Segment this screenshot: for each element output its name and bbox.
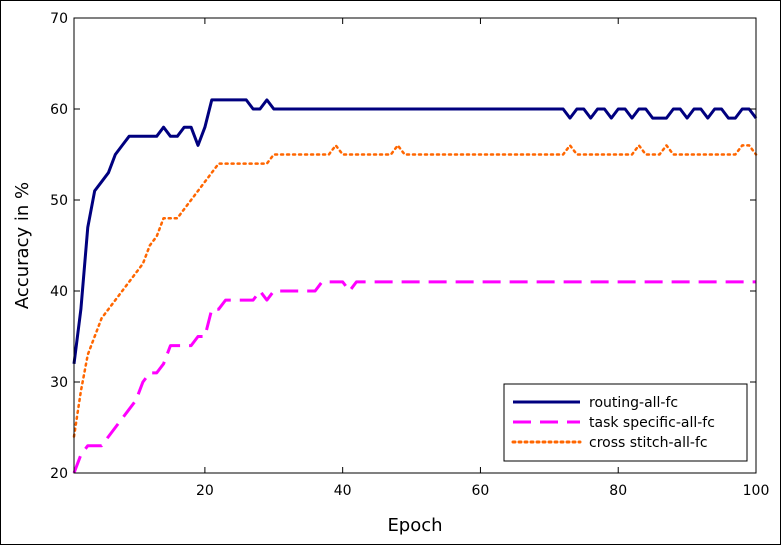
- y-axis-label: Accuracy in %: [12, 182, 33, 309]
- series-line-2: [72, 280, 756, 474]
- legend-label-3: cross stitch-all-fc: [589, 435, 708, 451]
- x-tick-label: 60: [472, 483, 490, 499]
- legend: routing-all-fc task specific-all-fc cross …: [503, 383, 748, 462]
- y-tick-label: 30: [50, 375, 68, 391]
- x-tick-label: 40: [334, 483, 352, 499]
- y-tick-label: 70: [50, 11, 68, 27]
- x-tick-label: 80: [609, 483, 627, 499]
- x-tick-label: 20: [196, 483, 214, 499]
- y-tick-label: 50: [50, 193, 68, 209]
- plot-area: [72, 98, 758, 474]
- series-line-3: [72, 144, 758, 438]
- y-tick-label: 60: [50, 102, 68, 118]
- series-line-1: [72, 98, 758, 364]
- x-axis-label: Epoch: [387, 515, 442, 536]
- plot-frame: [73, 17, 757, 474]
- legend-label-2: task specific-all-fc: [589, 415, 715, 431]
- axes: 20 30 40 50 60 70 20 40 60 80 100: [50, 11, 769, 499]
- y-tick-label: 40: [50, 284, 68, 300]
- y-tick-label: 20: [50, 466, 68, 482]
- legend-label-1: routing-all-fc: [589, 395, 678, 411]
- x-tick-label: 100: [743, 483, 770, 499]
